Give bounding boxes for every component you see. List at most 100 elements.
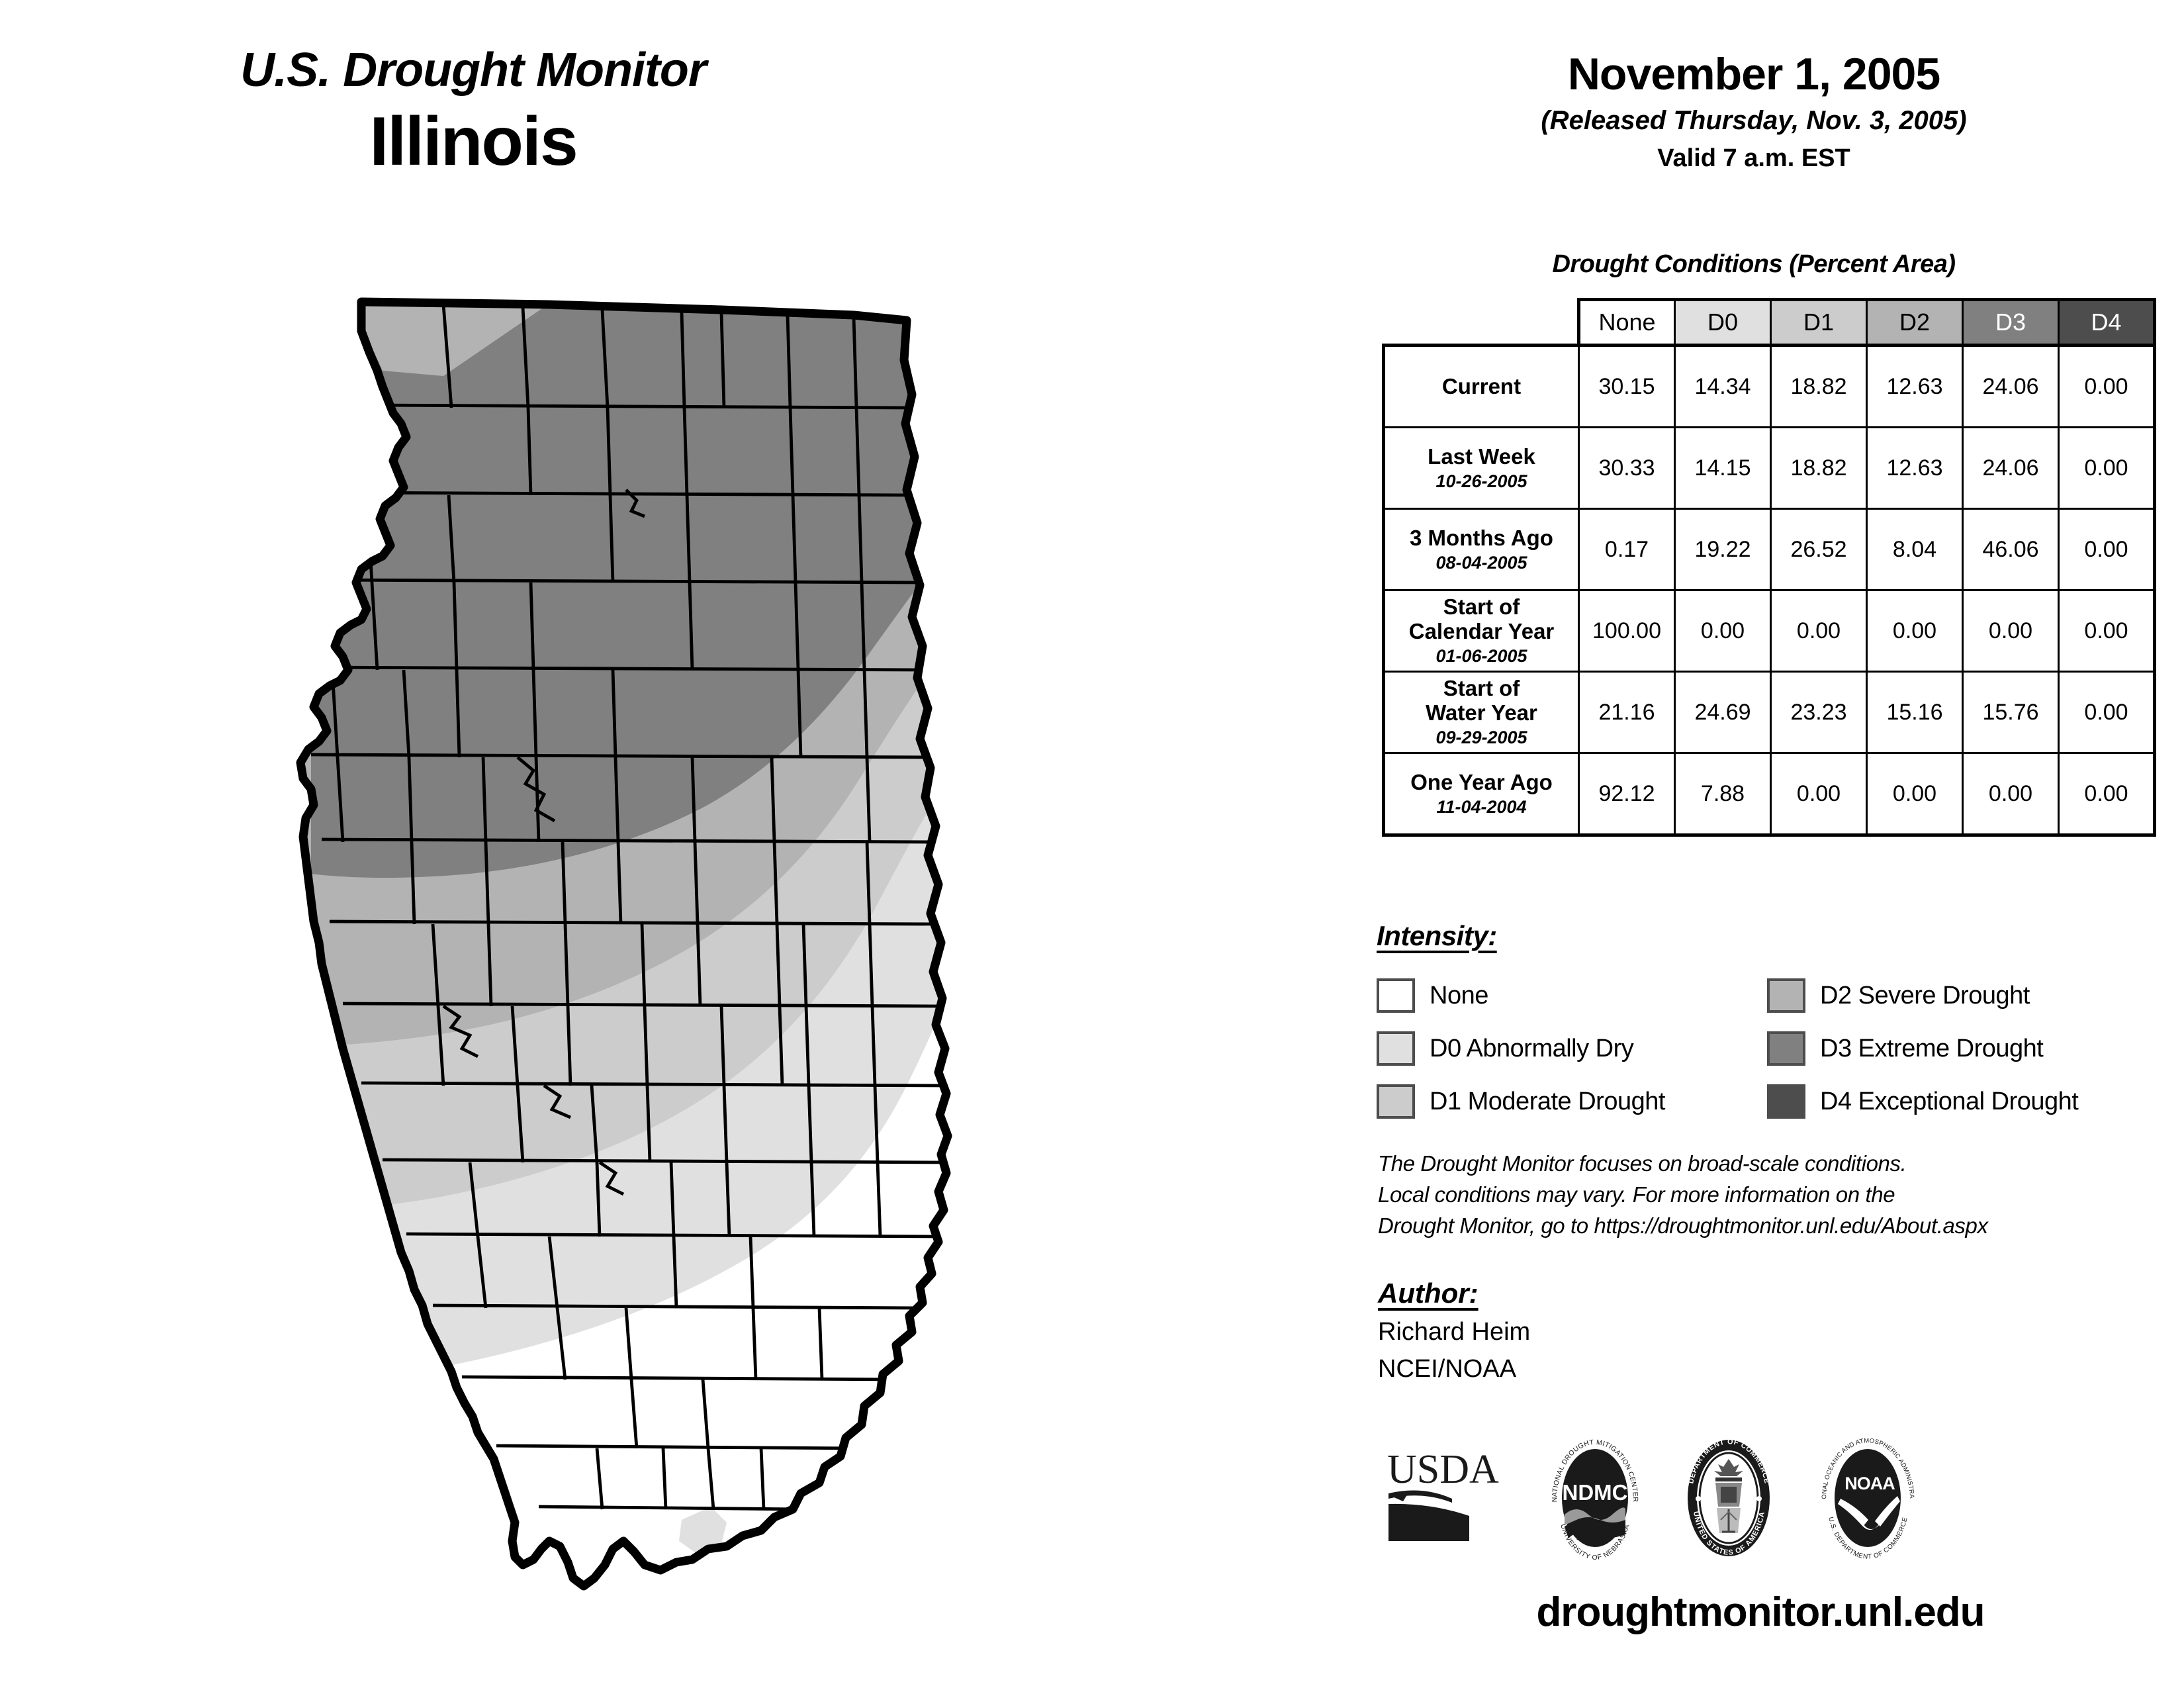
table-cell-d4: 0.00	[2058, 671, 2156, 754]
table-cell-d2: 12.63	[1866, 344, 1964, 428]
state-title: Illinois	[369, 103, 578, 180]
map-panel: U.S. Drought Monitor Illinois	[0, 46, 1066, 1602]
row-label: 3 Months Ago 08-04-2005	[1382, 508, 1580, 591]
table-cell-none: 0.17	[1578, 508, 1676, 591]
column-header-d3: D3	[1962, 298, 2060, 346]
ndmc-logo: NDMC NATIONAL DROUGHT MITIGATION CENTER …	[1542, 1435, 1648, 1564]
table-cell-d1: 18.82	[1770, 426, 1868, 510]
info-panel: November 1, 2005 (Released Thursday, Nov…	[1363, 0, 2184, 1688]
legend-label: D4 Exceptional Drought	[1820, 1087, 2079, 1115]
usda-logo-text: USDA	[1387, 1447, 1499, 1492]
table-cell-d3: 46.06	[1962, 508, 2060, 591]
table-cell-d4: 0.00	[2058, 426, 2156, 510]
svg-text:NDMC: NDMC	[1563, 1480, 1628, 1505]
author-title: Author:	[1378, 1278, 1479, 1309]
row-date: 01-06-2005	[1435, 646, 1527, 667]
row-label: Start of Calendar Year 01-06-2005	[1382, 589, 1580, 673]
footer-url[interactable]: droughtmonitor.unl.edu	[1536, 1589, 1985, 1635]
table-cell-d4: 0.00	[2058, 589, 2156, 673]
county-boundaries	[305, 304, 946, 1511]
column-header-d2: D2	[1866, 298, 1964, 346]
band-d0-se-tip	[679, 1507, 727, 1554]
table-row: Last Week 10-26-2005 30.33 14.15 18.82 12.63 2…	[1382, 426, 2156, 510]
page-title: U.S. Drought Monitor	[240, 44, 707, 97]
legend-item: D1 Moderate Drought	[1377, 1084, 1767, 1119]
illinois-drought-map[interactable]	[285, 291, 1066, 1602]
legend-label: D1 Moderate Drought	[1430, 1087, 1665, 1115]
legend-swatch	[1377, 1084, 1415, 1119]
table-cell-d0: 19.22	[1674, 508, 1772, 591]
table-cell-none: 92.12	[1578, 752, 1676, 837]
table-cell-d1: 23.23	[1770, 671, 1868, 754]
table-cell-none: 30.33	[1578, 426, 1676, 510]
column-header-none: None	[1577, 298, 1676, 346]
table-cell-d0: 14.34	[1674, 344, 1772, 428]
band-d2-nw-wedge	[361, 302, 544, 376]
row-date: 11-04-2004	[1436, 796, 1527, 817]
legend-grid: None D2 Severe Drought D0 Abnormally Dry D3…	[1377, 969, 2171, 1128]
row-date: 10-26-2005	[1435, 471, 1527, 491]
table-cell-d3: 24.06	[1962, 426, 2060, 510]
table-cell-d1: 0.00	[1770, 589, 1868, 673]
table-row: Current 30.15 14.34 18.82 12.63 24.06 0.00	[1382, 344, 2156, 428]
noaa-logo: NOAA NATIONAL OCEANIC AND ATMOSPHERIC AD…	[1807, 1430, 1926, 1564]
table-cell-d3: 0.00	[1962, 752, 2060, 837]
legend-swatch	[1767, 978, 1805, 1013]
disclaimer-text: The Drought Monitor focuses on broad-sca…	[1378, 1151, 1988, 1238]
table-cell-d3: 24.06	[1962, 344, 2060, 428]
table-cell-d4: 0.00	[2058, 344, 2156, 428]
table-corner-cell	[1384, 300, 1579, 346]
legend-item: D0 Abnormally Dry	[1377, 1031, 1767, 1066]
legend-item: None	[1377, 978, 1767, 1013]
legend-swatch	[1377, 978, 1415, 1013]
table-cell-d2: 12.63	[1866, 426, 1964, 510]
row-label: Current	[1382, 344, 1580, 428]
doc-seal-logo: DEPARTMENT OF COMMERCE UNITED STATES OF …	[1674, 1435, 1784, 1564]
illinois-state-outline	[296, 297, 952, 1591]
table-cell-d2: 15.16	[1866, 671, 1964, 754]
author-org: NCEI/NOAA	[1378, 1354, 1517, 1383]
table-cell-d0: 24.69	[1674, 671, 1772, 754]
table-cell-d0: 0.00	[1674, 589, 1772, 673]
column-header-d4: D4	[2058, 298, 2156, 346]
usda-logo: USDA	[1383, 1442, 1516, 1558]
row-label: One Year Ago 11-04-2004	[1382, 752, 1580, 837]
table-row: 3 Months Ago 08-04-2005 0.17 19.22 26.52 8.04…	[1382, 508, 2156, 591]
logo-row: USDA NDMC NATIONAL DROUGHT MITIGATION CE	[1383, 1430, 2164, 1566]
table-cell-d3: 0.00	[1962, 589, 2060, 673]
date-block: November 1, 2005 (Released Thursday, Nov…	[1363, 52, 2144, 171]
table-cell-none: 30.15	[1578, 344, 1676, 428]
column-header-d1: D1	[1770, 298, 1868, 346]
row-date: 08-04-2005	[1435, 552, 1527, 573]
table-cell-d0: 7.88	[1674, 752, 1772, 837]
table-cell-d1: 0.00	[1770, 752, 1868, 837]
table-cell-d4: 0.00	[2058, 752, 2156, 837]
legend-swatch	[1377, 1031, 1415, 1066]
table-header: None D0 D1 D2 D3 D4	[1384, 298, 2156, 346]
legend-item: D2 Severe Drought	[1767, 978, 2158, 1013]
table-body: Current 30.15 14.34 18.82 12.63 24.06 0.00 Last…	[1382, 344, 2156, 837]
table-cell-d0: 14.15	[1674, 426, 1772, 510]
legend-label: D2 Severe Drought	[1820, 981, 2030, 1009]
row-label: Last Week 10-26-2005	[1382, 426, 1580, 510]
legend-item: D4 Exceptional Drought	[1767, 1084, 2158, 1119]
table-cell-d2: 0.00	[1866, 589, 1964, 673]
legend-label: None	[1430, 981, 1488, 1009]
map-title-block: U.S. Drought Monitor Illinois	[0, 46, 946, 178]
legend-swatch	[1767, 1084, 1805, 1119]
valid-time: Valid 7 a.m. EST	[1657, 144, 1850, 172]
legend-label: D0 Abnormally Dry	[1430, 1034, 1634, 1062]
legend-label: D3 Extreme Drought	[1820, 1034, 2044, 1062]
drought-conditions-table: None D0 D1 D2 D3 D4 Current 30.15 14.34 18.…	[1382, 298, 2156, 837]
table-row: Start of Water Year 09-29-2005 21.16 24.69 23…	[1382, 671, 2156, 754]
table-row: One Year Ago 11-04-2004 92.12 7.88 0.00 0.00 0…	[1382, 752, 2156, 837]
column-header-d0: D0	[1674, 298, 1772, 346]
table-cell-d1: 18.82	[1770, 344, 1868, 428]
intensity-legend: Intensity: None D2 Severe Drought D0 Abnor…	[1377, 920, 2171, 1128]
row-label: Start of Water Year 09-29-2005	[1382, 671, 1580, 754]
table-cell-none: 21.16	[1578, 671, 1676, 754]
release-date: (Released Thursday, Nov. 3, 2005)	[1541, 106, 1967, 135]
report-date: November 1, 2005	[1567, 49, 1940, 99]
table-row: Start of Calendar Year 01-06-2005 100.00 0.0…	[1382, 589, 2156, 673]
legend-item: D3 Extreme Drought	[1767, 1031, 2158, 1066]
